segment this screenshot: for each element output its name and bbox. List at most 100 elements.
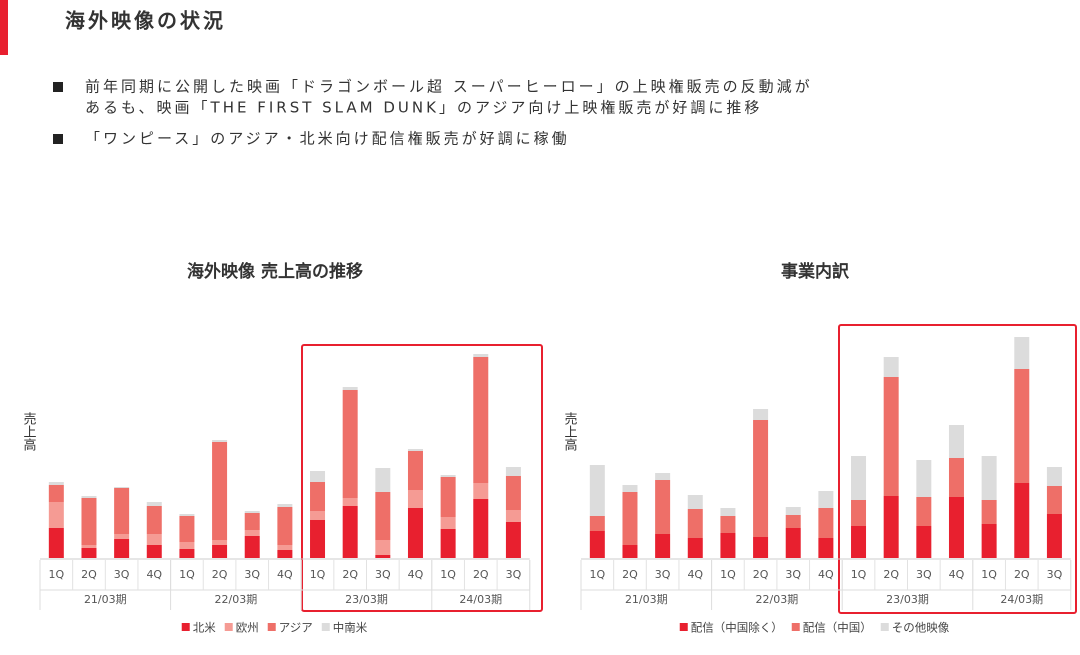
bar-segment xyxy=(440,475,456,477)
bar-segment xyxy=(473,499,489,558)
bar-segment xyxy=(505,522,521,558)
bar-segment xyxy=(687,509,703,538)
bar-segment xyxy=(244,530,260,536)
bar-segment xyxy=(473,354,489,357)
group-label: 21/03期 xyxy=(84,593,127,606)
slide-title: 海外映像の状況 xyxy=(65,9,226,33)
bar-segment xyxy=(687,495,703,509)
bar-segment xyxy=(883,377,899,496)
bar-segment xyxy=(310,471,326,482)
x-tick-label: 3Q xyxy=(375,568,391,581)
legend-label: 北米 xyxy=(193,621,216,635)
bar-segment xyxy=(440,517,456,529)
bar-segment xyxy=(244,536,260,558)
bar-segment xyxy=(1014,337,1030,369)
group-label: 22/03期 xyxy=(756,593,799,606)
bar-segment xyxy=(655,480,671,534)
x-tick-label: 2Q xyxy=(883,568,899,581)
legend-label: その他映像 xyxy=(892,621,950,635)
bar-segment xyxy=(342,506,358,558)
y-axis-label: 売上高 xyxy=(562,411,578,451)
legend-label: 中南米 xyxy=(333,621,368,635)
bar-segment xyxy=(277,504,293,507)
legend-swatch xyxy=(224,623,233,631)
bar-segment xyxy=(753,537,769,558)
bar-segment xyxy=(375,492,391,540)
bar-segment xyxy=(81,498,97,545)
bar-segment xyxy=(114,539,130,558)
bar-segment xyxy=(505,476,521,510)
bar-segment xyxy=(589,516,605,531)
bar-segment xyxy=(81,548,97,558)
bar-segment xyxy=(310,520,326,558)
bar-segment xyxy=(720,508,736,516)
group-label: 24/03期 xyxy=(459,593,502,606)
bullet-text: あるも、映画「THE FIRST SLAM DUNK」のアジア向け上映権販売が好… xyxy=(85,99,762,117)
bar-segment xyxy=(916,497,932,526)
bar-segment xyxy=(589,531,605,558)
bar-segment xyxy=(473,357,489,483)
bar-segment xyxy=(277,545,293,550)
bar-segment xyxy=(981,456,997,500)
bar-segment xyxy=(1046,486,1062,514)
bar-segment xyxy=(655,473,671,480)
bar-segment xyxy=(212,440,228,442)
group-label: 22/03期 xyxy=(215,593,258,606)
bar-segment xyxy=(818,508,834,538)
x-tick-label: 4Q xyxy=(687,568,703,581)
bar-segment xyxy=(212,540,228,545)
bar-segment xyxy=(818,491,834,508)
x-tick-label: 3Q xyxy=(1047,568,1063,581)
legend-label: 配信（中国除く） xyxy=(691,621,783,635)
bar-segment xyxy=(114,534,130,539)
x-tick-label: 2Q xyxy=(473,568,489,581)
x-tick-label: 1Q xyxy=(179,568,195,581)
bar-segment xyxy=(1014,369,1030,483)
bar-segment xyxy=(948,425,964,458)
bar-segment xyxy=(342,390,358,498)
legend-swatch xyxy=(321,623,330,631)
x-tick-label: 1Q xyxy=(440,568,456,581)
bar-segment xyxy=(851,500,867,526)
x-tick-label: 3Q xyxy=(244,568,260,581)
x-tick-label: 1Q xyxy=(48,568,64,581)
bar-segment xyxy=(277,507,293,545)
bar-segment xyxy=(622,485,638,492)
bar-segment xyxy=(146,502,162,506)
highlight-box xyxy=(301,344,543,612)
x-tick-label: 2Q xyxy=(81,568,97,581)
x-tick-label: 4Q xyxy=(408,568,424,581)
bar-segment xyxy=(179,549,195,558)
bar-segment xyxy=(244,513,260,530)
legend-swatch xyxy=(880,623,889,631)
bar-segment xyxy=(655,534,671,558)
bar-segment xyxy=(440,529,456,558)
bar-segment xyxy=(146,506,162,534)
bar-segment xyxy=(81,545,97,548)
x-tick-label: 3Q xyxy=(114,568,130,581)
x-tick-label: 2Q xyxy=(1014,568,1030,581)
bar-segment xyxy=(851,526,867,558)
bar-segment xyxy=(179,542,195,549)
x-tick-label: 1Q xyxy=(720,568,736,581)
bar-segment xyxy=(179,516,195,542)
bar-segment xyxy=(407,451,423,490)
bar-segment xyxy=(375,555,391,558)
bar-segment xyxy=(342,387,358,390)
bullet-text: 前年同期に公開した映画「ドラゴンボール超 スーパーヒーロー」の上映権販売の反動減… xyxy=(85,78,813,96)
x-tick-label: 3Q xyxy=(506,568,522,581)
bar-segment xyxy=(146,545,162,558)
bar-segment xyxy=(114,487,130,488)
bar-segment xyxy=(277,550,293,558)
bar-segment xyxy=(81,496,97,498)
bar-segment xyxy=(48,485,64,502)
legend-swatch xyxy=(181,623,190,631)
legend-swatch xyxy=(267,623,276,631)
x-tick-label: 1Q xyxy=(310,568,326,581)
x-tick-label: 4Q xyxy=(949,568,965,581)
bar-segment xyxy=(753,420,769,537)
x-tick-label: 3Q xyxy=(916,568,932,581)
group-label: 23/03期 xyxy=(886,593,929,606)
bar-segment xyxy=(785,528,801,558)
